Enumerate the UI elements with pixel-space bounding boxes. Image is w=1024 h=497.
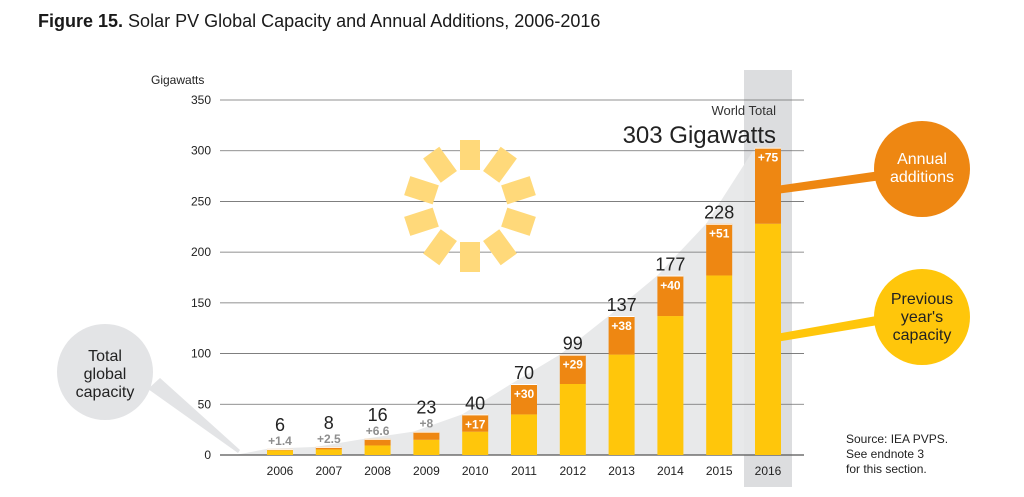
- total-label: 23: [416, 398, 436, 418]
- total-label: 228: [704, 203, 734, 223]
- annual-additions-callout: Annual additions: [890, 151, 954, 186]
- bar-addition-2012: [559, 354, 586, 384]
- total-label: 137: [607, 295, 637, 315]
- addition-label: +8: [420, 417, 434, 431]
- addition-label: +6.6: [366, 424, 390, 438]
- x-tick-label: 2016: [755, 464, 782, 478]
- bar-addition-2010: [462, 414, 489, 432]
- x-tick-label: 2008: [364, 464, 391, 478]
- sun-icon-ray: [404, 207, 439, 236]
- addition-label: +40: [660, 278, 681, 292]
- figure-title: Figure 15. Solar PV Global Capacity and …: [38, 11, 600, 32]
- total-label: 6: [275, 415, 285, 435]
- addition-label: +75: [758, 151, 779, 165]
- y-tick-label: 350: [191, 93, 211, 107]
- bar-addition-2009: [413, 431, 440, 440]
- bar-previous-2009: [413, 439, 440, 455]
- y-tick-label: 0: [204, 448, 211, 462]
- total-label: 99: [563, 334, 583, 354]
- bar-addition-2013: [608, 316, 635, 355]
- sun-icon-ray: [501, 176, 536, 205]
- sun-icon-ray: [483, 229, 517, 266]
- y-tick-label: 50: [198, 397, 212, 411]
- bar-previous-2010: [462, 431, 489, 455]
- sun-icon-ray: [460, 242, 480, 272]
- addition-label: +1.4: [268, 434, 292, 448]
- x-tick-label: 2011: [511, 464, 537, 478]
- sun-icon-ray: [404, 176, 439, 205]
- bar-previous-2007: [315, 449, 342, 455]
- sun-icon-ray: [423, 146, 457, 183]
- bar-addition-2007: [315, 446, 342, 450]
- x-tick-label: 2009: [413, 464, 440, 478]
- x-tick-label: 2015: [706, 464, 733, 478]
- bar-previous-2013: [608, 354, 635, 455]
- total-label: 40: [465, 393, 485, 413]
- x-tick-label: 2006: [267, 464, 294, 478]
- annual-additions-bubble: [874, 121, 970, 217]
- bar-addition-2015: [706, 223, 733, 276]
- y-tick-label: 150: [191, 296, 211, 310]
- bar-previous-2006: [267, 450, 293, 455]
- addition-label: +29: [563, 358, 584, 372]
- world-total-label: World Total: [711, 103, 776, 118]
- x-tick-label: 2014: [657, 464, 684, 478]
- y-tick-label: 100: [191, 347, 211, 361]
- additions-callout-pointer: [776, 171, 882, 194]
- addition-label: +51: [709, 227, 730, 241]
- bar-addition-2014: [657, 275, 684, 317]
- y-tick-label: 250: [191, 194, 211, 208]
- total-capacity-bubble: [57, 324, 153, 420]
- y-tick-label: 300: [191, 144, 211, 158]
- bar-previous-2008: [364, 445, 391, 455]
- previous-capacity-callout: Previous year's capacity: [891, 291, 953, 344]
- y-axis-label: Gigawatts: [151, 73, 204, 87]
- x-tick-label: 2010: [462, 464, 489, 478]
- bar-previous-2012: [559, 384, 586, 455]
- total-label: 16: [368, 405, 388, 425]
- total-label: 8: [324, 413, 334, 433]
- previous-capacity-bubble: [874, 269, 970, 365]
- figure-title-text: Solar PV Global Capacity and Annual Addi…: [128, 11, 601, 31]
- figure-label: Figure 15.: [38, 11, 124, 31]
- total-label: 70: [514, 363, 534, 383]
- bar-previous-2015: [706, 275, 733, 455]
- addition-label: +17: [465, 417, 486, 431]
- bar-addition-2008: [364, 438, 391, 446]
- x-tick-label: 2007: [315, 464, 342, 478]
- addition-label: +30: [514, 387, 535, 401]
- capacity-area: [235, 147, 781, 455]
- bar-previous-2011: [511, 414, 537, 455]
- bar-addition-2011: [511, 384, 537, 415]
- addition-label: +38: [611, 319, 632, 333]
- world-total-value: 303 Gigawatts: [623, 122, 776, 149]
- x-tick-label: 2012: [559, 464, 586, 478]
- total-capacity-callout: Total global capacity: [76, 348, 135, 401]
- sun-icon-ray: [483, 146, 517, 183]
- source-note: Source: IEA PVPS. See endnote 3 for this…: [846, 432, 949, 476]
- x-tick-label: 2013: [608, 464, 635, 478]
- sun-icon-ray: [501, 207, 536, 236]
- bar-addition-2016: [755, 147, 781, 224]
- total-label: 177: [655, 254, 685, 274]
- previous-callout-pointer: [776, 315, 884, 342]
- total-callout-pointer: [148, 378, 240, 453]
- sun-icon-ray: [423, 229, 457, 266]
- bar-previous-2014: [657, 316, 684, 455]
- sun-icon-ray: [460, 140, 480, 170]
- y-tick-label: 200: [191, 245, 211, 259]
- addition-label: +2.5: [317, 432, 341, 446]
